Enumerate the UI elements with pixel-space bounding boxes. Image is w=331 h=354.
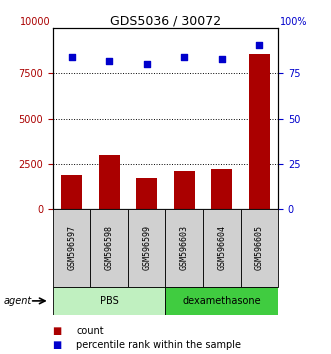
Point — [69, 55, 74, 60]
Bar — [90, 209, 128, 287]
Text: GSM596604: GSM596604 — [217, 225, 226, 270]
Text: ■: ■ — [53, 340, 65, 350]
Text: GSM596603: GSM596603 — [180, 225, 189, 270]
Bar — [53, 209, 90, 287]
Bar — [62, 175, 82, 209]
Bar — [99, 155, 119, 209]
Text: GSM596599: GSM596599 — [142, 225, 151, 270]
Point — [219, 56, 224, 62]
Bar — [166, 287, 278, 315]
Point — [144, 62, 149, 67]
Bar — [241, 209, 278, 287]
Text: count: count — [76, 326, 104, 336]
Text: percentile rank within the sample: percentile rank within the sample — [76, 340, 241, 350]
Bar — [174, 171, 195, 209]
Text: PBS: PBS — [100, 296, 118, 306]
Text: dexamethasone: dexamethasone — [182, 296, 261, 306]
Bar — [136, 178, 157, 209]
Text: GSM596605: GSM596605 — [255, 225, 264, 270]
Bar — [128, 209, 166, 287]
Bar — [203, 209, 241, 287]
Text: ■: ■ — [53, 326, 65, 336]
Bar — [166, 209, 203, 287]
Text: agent: agent — [3, 296, 31, 306]
Bar — [249, 53, 269, 209]
Bar — [212, 169, 232, 209]
Title: GDS5036 / 30072: GDS5036 / 30072 — [110, 14, 221, 27]
Point — [182, 55, 187, 60]
Point — [257, 42, 262, 47]
Bar — [53, 287, 166, 315]
Text: 100%: 100% — [280, 17, 308, 27]
Text: 10000: 10000 — [20, 17, 51, 27]
Text: GSM596598: GSM596598 — [105, 225, 114, 270]
Text: GSM596597: GSM596597 — [67, 225, 76, 270]
Point — [107, 58, 112, 64]
